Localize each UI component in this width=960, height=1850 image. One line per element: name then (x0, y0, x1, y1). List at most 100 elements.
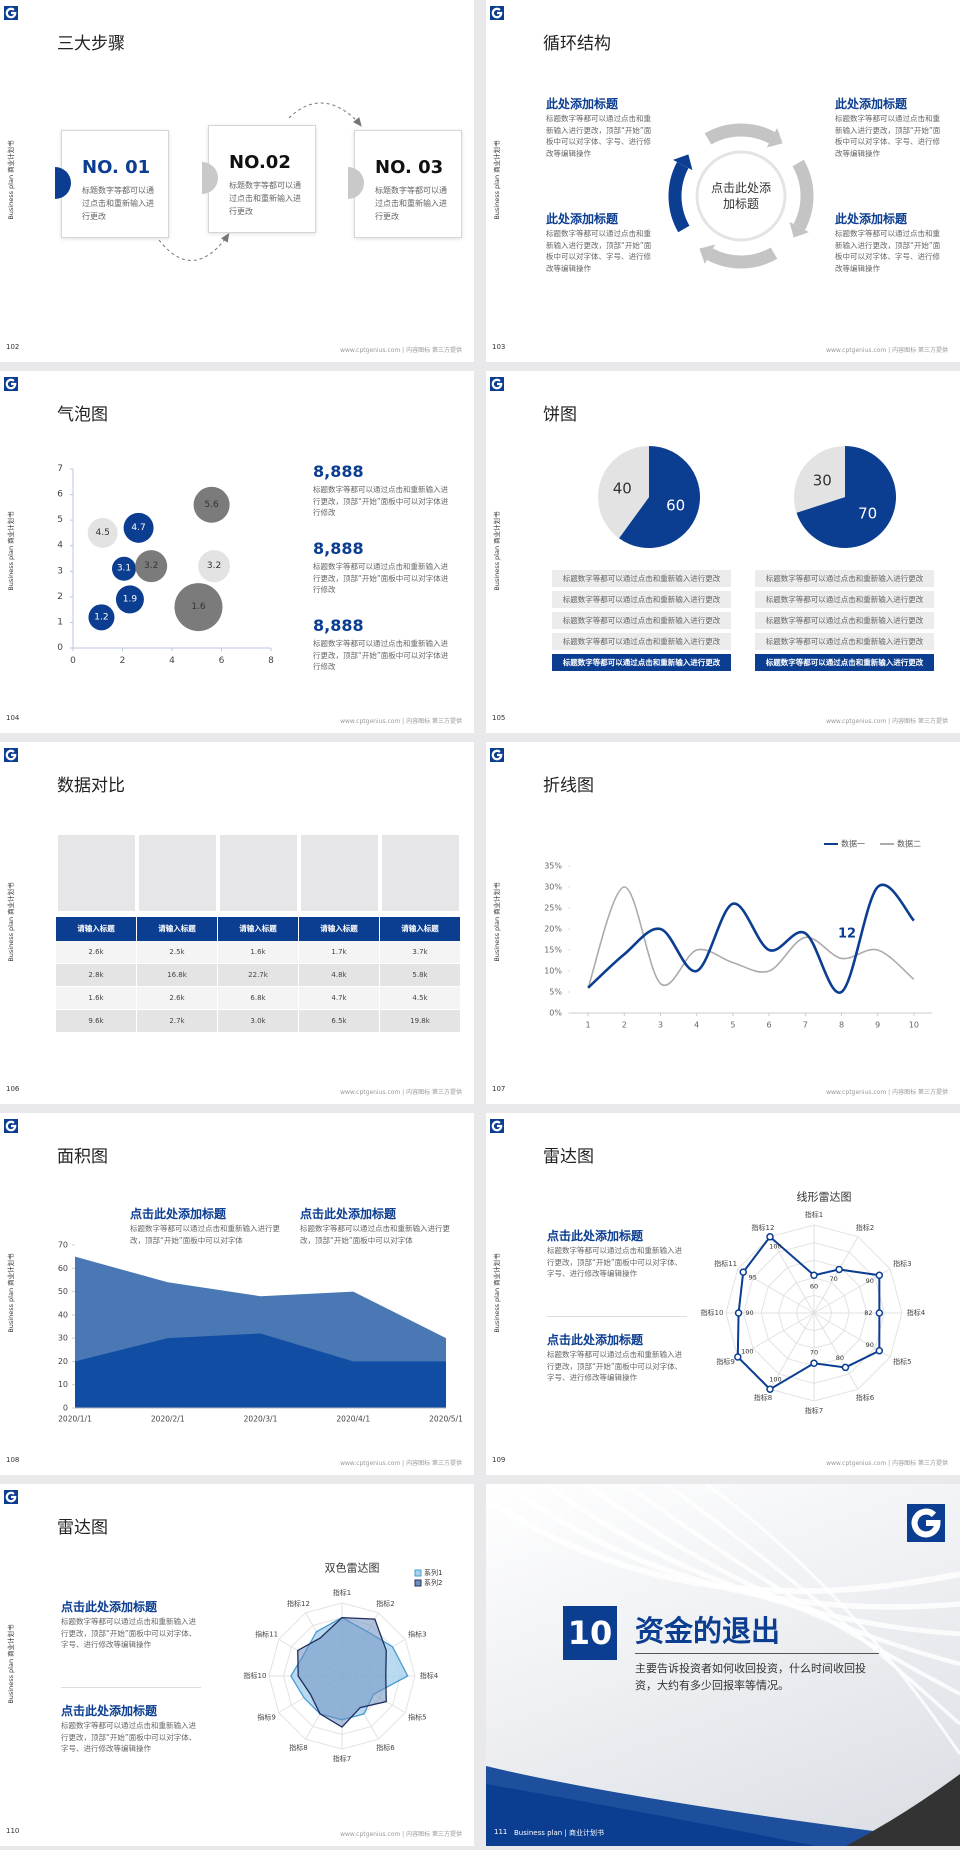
side-label: Business plan 商业计划书 (493, 140, 501, 220)
logo-mark (5, 1120, 17, 1132)
step-marker (55, 167, 71, 199)
bubble (111, 556, 136, 581)
y-tick-label: 10 (58, 1380, 68, 1389)
y-tick-label: 0 (57, 643, 63, 653)
block-title: 点击此处添加标题 (300, 1207, 397, 1221)
radar-axis-label: 指标6 (856, 1393, 875, 1402)
list-item: 标题数字等都可以通过点击和重新输入进行更改 (552, 654, 731, 671)
radar-axis-label: 指标11 (255, 1630, 278, 1639)
footer: www.cptgenius.com | 内容图标 第三方提供 (340, 718, 462, 725)
footer: www.cptgenius.com | 内容图标 第三方提供 (340, 1831, 462, 1838)
bubble-label: 5.6 (204, 500, 219, 510)
step-card: NO.02 标题数字等都可以通过点击和重新输入进行更改 (202, 125, 316, 233)
section-title: 资金的退出 (635, 1614, 781, 1648)
side-label: Business plan 商业计划书 (7, 1624, 15, 1704)
divider (61, 1687, 201, 1688)
cycle-arc (668, 161, 690, 233)
bubble-label: 4.5 (96, 528, 110, 538)
arrowhead (221, 232, 230, 243)
radar-spoke (813, 1312, 859, 1390)
cycle-arc (792, 159, 814, 231)
x-tick-label: 6 (767, 1021, 772, 1030)
footer: www.cptgenius.com | 内容图标 第三方提供 (826, 718, 948, 725)
radar-axis-label: 指标7 (805, 1406, 823, 1415)
y-tick-label: 30 (58, 1334, 68, 1343)
x-tick-label: 0 (70, 656, 76, 666)
image-placeholder (301, 835, 378, 911)
bubble (87, 517, 118, 548)
chart-title: 线形雷达图 (797, 1190, 852, 1204)
radar-axis-label: 指标8 (754, 1393, 772, 1402)
slide: 指标1 指标2 指标3 指标4 指标5 指标6 指标7 指标8 指标9 指标10 指标11 指标12 双… (0, 1484, 474, 1846)
slide: Business plan 商业计划书 103 www.cptgenius.com … (486, 0, 960, 362)
y-tick-label: 0% (549, 1009, 562, 1018)
cycle-arrow (789, 221, 809, 238)
block-title: 此处添加标题 (546, 212, 619, 226)
radar-point (875, 1309, 884, 1317)
x-tick-label: 8 (268, 656, 274, 666)
page-number: 103 (492, 343, 506, 351)
image-placeholder (58, 835, 135, 911)
slide-title: 雷达图 (543, 1147, 594, 1167)
slide-title: 折线图 (543, 776, 594, 796)
radar-value-label: 90 (866, 1341, 874, 1349)
radar-point (734, 1309, 743, 1317)
radar-value-label: 100 (769, 1376, 781, 1384)
divider (547, 1316, 687, 1317)
list-item: 标题数字等都可以通过点击和重新输入进行更改 (755, 591, 934, 608)
radar-axis-label: 指标2 (856, 1223, 874, 1232)
annotation: 12 (838, 927, 856, 942)
bubble (174, 583, 223, 632)
step-card: NO. 01 标题数字等都可以通过点击和重新输入进行更改 (55, 130, 169, 238)
image-placeholder (382, 835, 459, 911)
pie-label: 60 (666, 497, 685, 515)
x-tick-label: 9 (875, 1021, 880, 1030)
step-text: 标题数字等都可以通过点击和重新输入进行更改 (82, 186, 154, 221)
bubble (123, 512, 154, 543)
side-label: Business plan 商业计划书 (493, 882, 501, 962)
cycle-arrow (699, 244, 716, 264)
line-series (587, 886, 915, 989)
y-tick-label: 30% (544, 883, 562, 892)
radar-point (810, 1271, 818, 1280)
table-cell: 1.6k (56, 987, 137, 1010)
table-cell: 1.6k (218, 941, 299, 964)
radar-value-label: 82 (864, 1309, 872, 1317)
x-tick-label: 6 (219, 656, 225, 666)
radar-axis-label: 指标9 (257, 1713, 275, 1722)
x-tick-label: 10 (909, 1021, 919, 1030)
stat-text: 标题数字等都可以通过点击和重新输入进行更改，顶部“开始”面板中可以对字体进行修改 (313, 639, 449, 672)
block-title: 此处添加标题 (835, 97, 908, 111)
swoosh (705, 1484, 960, 1755)
block-text: 标题数字等都可以通过点击和重新输入进行更改，顶部“开始”面板中可以对字体 (300, 1224, 450, 1245)
table-cell: 2.7k (137, 1010, 218, 1033)
y-tick-label: 10% (544, 967, 562, 976)
bubble-label: 1.9 (123, 594, 138, 604)
step-marker (202, 162, 218, 194)
y-tick-label: 25% (544, 904, 562, 913)
y-tick-label: 2 (57, 592, 63, 602)
side-label: Business plan 商业计划书 (7, 882, 15, 962)
block-text: 标题数字等都可以通过点击和重新输入进行更改，顶部“开始”面板中可以对字体、字号、… (835, 114, 941, 158)
center-circle (695, 150, 787, 242)
radar-axis-label: 指标7 (333, 1754, 351, 1763)
logo-mark (5, 749, 17, 761)
page-number: 105 (492, 714, 506, 722)
logo-mark (491, 1120, 503, 1132)
x-tick-label: 4 (169, 656, 175, 666)
side-label: Business plan 商业计划书 (493, 1253, 501, 1333)
radar-spoke (769, 1312, 815, 1390)
radar-series (297, 1616, 387, 1728)
block-title: 点击此处添加标题 (61, 1704, 158, 1718)
slide-canvas (490, 6, 814, 269)
legend-swatch (414, 1579, 422, 1587)
table-cell: 16.8k (137, 964, 218, 987)
x-tick-label: 2020/4/1 (336, 1415, 370, 1424)
y-tick-label: 6 (57, 490, 63, 500)
list-item: 标题数字等都可以通过点击和重新输入进行更改 (755, 612, 934, 629)
bubble (88, 604, 115, 631)
table-cell: 2.8k (56, 964, 137, 987)
footer: www.cptgenius.com | 内容图标 第三方提供 (340, 1460, 462, 1467)
